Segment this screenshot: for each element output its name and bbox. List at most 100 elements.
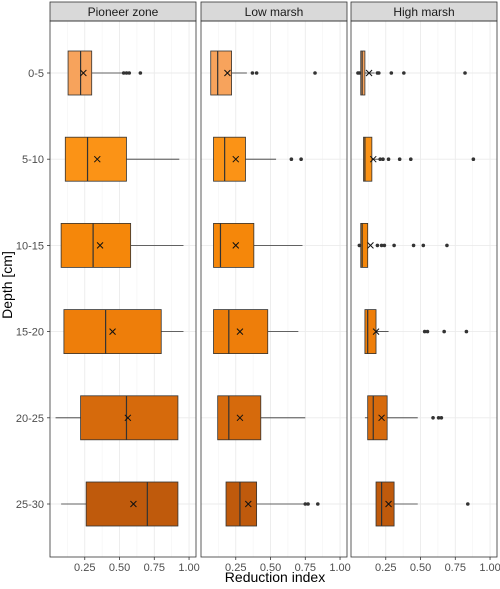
box-iqr (210, 50, 232, 96)
box-10-15 (60, 222, 184, 268)
panel-border (49, 20, 197, 558)
facet-panel-pioneer-zone: Pioneer zone 0.25 0.50 0.75 1.00 (49, 1, 200, 574)
mean-marker-stroke (369, 155, 377, 163)
mean-marker (385, 500, 392, 508)
mean-marker-stroke (378, 414, 385, 422)
outlier-point (445, 243, 449, 248)
x-tick-label: 0.25 (225, 562, 246, 574)
outlier-point (431, 416, 435, 420)
facet-panel-high-marsh: High marsh 0.25 0.50 0.75 1.00 (350, 1, 500, 574)
box-20-25 (364, 395, 444, 441)
x-tick-label: 1.00 (479, 562, 500, 574)
mean-marker-stroke (367, 242, 374, 249)
box-0-5 (67, 50, 143, 96)
y-tick-label: 0-5 (28, 68, 44, 80)
mean-marker (224, 69, 231, 77)
box-5-10 (363, 136, 476, 182)
x-tick-label: 0.75 (295, 562, 316, 574)
box-iqr (364, 309, 377, 355)
outlier-point (377, 71, 381, 75)
box-iqr (367, 395, 388, 441)
mean-marker (365, 69, 373, 77)
box-iqr (64, 136, 127, 182)
mean-marker (80, 69, 87, 77)
box-iqr (85, 481, 179, 527)
outlier-point (397, 157, 402, 161)
outlier-point (464, 329, 469, 334)
outlier-point (389, 71, 394, 75)
outlier-point (306, 502, 310, 506)
outlier-point (127, 71, 132, 75)
x-tick-label: 1.00 (329, 562, 350, 574)
x-axis-ticks: 0.25 0.50 0.75 1.00 (375, 557, 500, 574)
box-5-10 (213, 136, 303, 182)
box-iqr (225, 481, 258, 527)
outlier-point (442, 329, 446, 334)
outlier-point (466, 502, 470, 506)
outlier-point (422, 329, 427, 334)
y-tick-label: 20-25 (16, 413, 44, 425)
outlier-point (250, 71, 255, 75)
mean-marker (93, 155, 101, 163)
outlier-point (299, 157, 303, 161)
mean-marker (130, 500, 137, 508)
facet-strip-label: High marsh (393, 5, 454, 19)
grid-lines (201, 21, 347, 557)
mean-marker (378, 414, 385, 422)
outlier-point (254, 71, 259, 75)
box-iqr (363, 136, 373, 182)
box-15-20 (63, 309, 184, 355)
outlier-point (463, 71, 467, 75)
mean-marker-stroke (232, 242, 240, 249)
mean-marker-stroke (80, 69, 87, 77)
box-25-30 (61, 481, 179, 527)
panel-border (200, 20, 348, 558)
x-tick-label: 0.50 (260, 562, 281, 574)
mean-marker-stroke (365, 69, 373, 77)
mean-marker (244, 500, 252, 508)
y-tick-label: 5-10 (22, 154, 44, 166)
y-axis-ticks: 0-5 5-10 10-15 15-20 20-25 25-30 (16, 68, 50, 511)
x-axis-ticks: 0.25 0.50 0.75 1.00 (225, 557, 351, 574)
facet-strip-label: Low marsh (245, 5, 304, 19)
x-tick-label: 0.50 (109, 562, 130, 574)
mean-marker-stroke (124, 414, 132, 422)
panel-border (350, 20, 498, 558)
outlier-point (392, 243, 396, 248)
mean-marker (232, 155, 240, 163)
outlier-point (436, 416, 441, 420)
outlier-point (439, 416, 444, 420)
mean-marker-stroke (232, 155, 240, 163)
outlier-point (382, 243, 387, 248)
box-15-20 (213, 309, 299, 355)
outlier-point (471, 157, 476, 161)
outlier-point (375, 243, 380, 248)
box-15-20 (364, 309, 469, 355)
mean-marker-stroke (244, 500, 252, 508)
mean-marker-stroke (93, 155, 101, 163)
mean-marker-stroke (385, 500, 392, 508)
box-0-5 (356, 50, 467, 96)
mean-marker-stroke (130, 500, 137, 508)
x-axis-ticks: 0.25 0.50 0.75 1.00 (74, 557, 200, 574)
outlier-point (289, 157, 294, 161)
box-iqr (213, 136, 246, 182)
mean-marker (109, 328, 116, 335)
mean-marker (369, 155, 377, 163)
x-axis-title: Reduction index (225, 569, 325, 585)
mean-marker-stroke (236, 414, 244, 422)
outlier-point (386, 157, 391, 161)
outlier-point (357, 71, 362, 75)
panel-background (201, 21, 347, 557)
x-tick-label: 0.25 (74, 562, 95, 574)
outlier-point (379, 243, 384, 248)
mean-marker (236, 328, 244, 335)
box-5-10 (64, 136, 180, 182)
mean-marker (124, 414, 132, 422)
outlier-point (138, 71, 143, 75)
box-0-5 (210, 50, 317, 96)
outlier-point (402, 71, 406, 75)
mean-marker-stroke (372, 328, 380, 335)
mean-marker (372, 328, 380, 335)
